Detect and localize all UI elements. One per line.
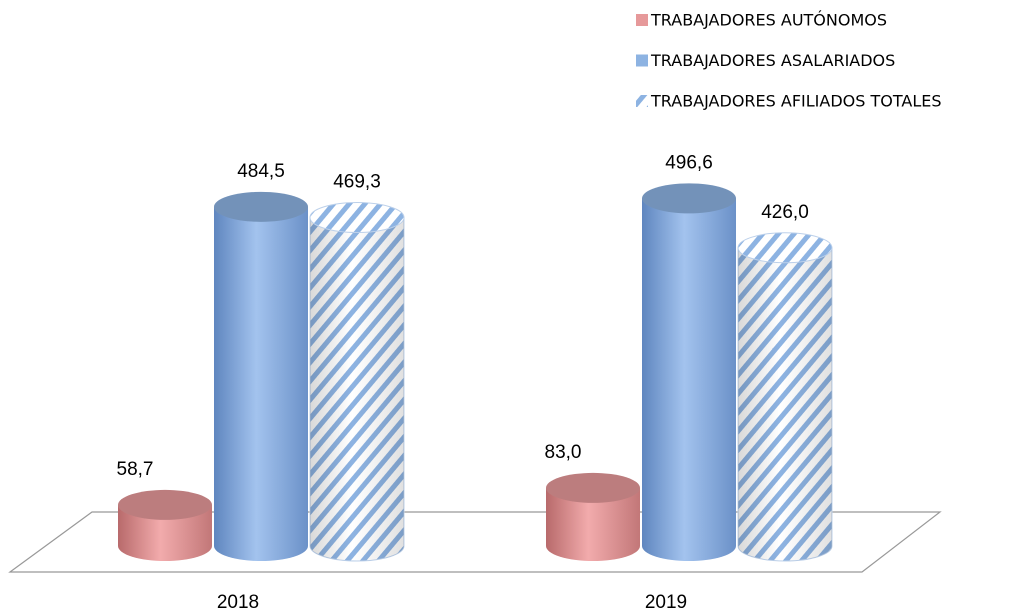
cylinder-shade xyxy=(310,217,404,561)
data-label: 83,0 xyxy=(545,442,582,463)
cylinder xyxy=(118,489,212,561)
cylinder xyxy=(642,183,736,561)
cylinder-top-shade xyxy=(118,489,212,520)
cylinder-top-shade xyxy=(214,191,308,222)
cylinder xyxy=(546,472,640,561)
data-label: 469,3 xyxy=(333,172,381,193)
legend-label: TRABAJADORES ASALARIADOS xyxy=(650,51,895,70)
legend-label: TRABAJADORES AUTÓNOMOS xyxy=(650,11,887,30)
cylinder-top-shade xyxy=(642,183,736,214)
cylinder-shade xyxy=(738,247,832,562)
cylinder-body xyxy=(642,198,736,561)
cylinder-top xyxy=(118,489,212,520)
legend-label: TRABAJADORES AFILIADOS TOTALES xyxy=(650,92,942,111)
x-tick-label: 2018 xyxy=(217,592,259,613)
data-label: 58,7 xyxy=(117,459,154,480)
cylinder-top xyxy=(309,201,405,233)
cylinder xyxy=(309,201,405,562)
cylinder xyxy=(214,191,308,561)
cylinder-body xyxy=(118,504,212,561)
data-label: 496,6 xyxy=(665,152,713,173)
cylinder-top xyxy=(214,191,308,222)
legend-swatch xyxy=(636,54,648,67)
cylinder-top xyxy=(737,232,833,264)
cylinder-top-shade xyxy=(546,472,640,503)
x-tick-label: 2019 xyxy=(645,592,687,613)
legend-swatch xyxy=(636,14,648,26)
data-label: 484,5 xyxy=(237,161,285,182)
legend-swatch xyxy=(636,95,648,107)
cylinder-top xyxy=(546,472,640,503)
data-label: 426,0 xyxy=(761,202,809,223)
cylinder-body xyxy=(546,487,640,561)
cylinder-body xyxy=(214,206,308,561)
cylinder-top xyxy=(642,183,736,214)
cylinder xyxy=(737,232,833,562)
